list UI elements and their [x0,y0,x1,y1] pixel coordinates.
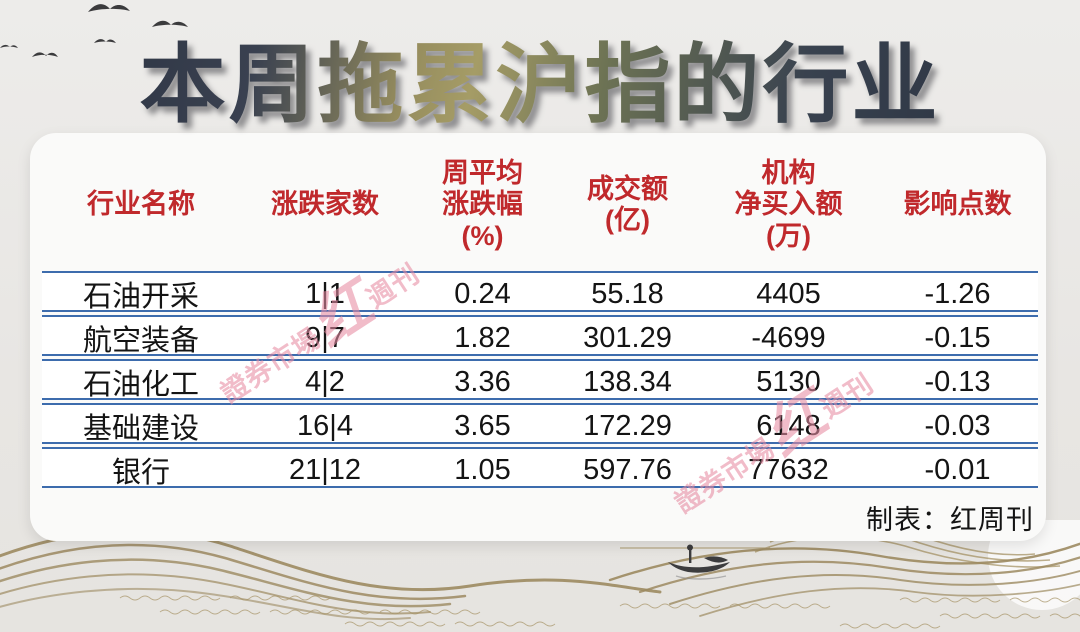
column-header-advancers: 涨跌家数 [271,189,379,220]
table-row: 航空装备 9|7 1.82 301.29 -4699 -0.15 [42,315,1038,357]
cell-weekly-change: 3.36 [454,365,511,398]
cell-impact: -0.15 [924,321,991,354]
cell-weekly-change: 3.65 [454,409,511,442]
cell-advancers: 1|1 [305,277,345,310]
cell-turnover: 138.34 [583,365,672,398]
cell-weekly-change: 1.05 [454,453,511,486]
moon-circle-icon [988,520,1080,610]
cell-industry: 石油开采 [82,281,199,313]
table-row: 石油化工 4|2 3.36 138.34 5130 -0.13 [42,359,1038,401]
cell-net-buy: 6148 [756,409,821,442]
bird-silhouettes-icon [0,4,188,57]
column-header-turnover: 成交额 (亿) [587,173,668,235]
table-row: 银行 21|12 1.05 597.76 77632 -0.01 [42,447,1038,489]
cell-industry: 基础建设 [82,413,199,445]
cell-advancers: 4|2 [305,365,345,398]
cell-industry: 石油化工 [82,369,199,401]
fisherman-boat-icon [668,544,730,580]
cell-net-buy: 77632 [748,453,829,486]
cell-industry: 银行 [111,457,170,489]
table-body: 石油开采 1|1 0.24 55.18 4405 -1.26 航空装备 9|7 … [42,271,1038,491]
cell-impact: -0.03 [924,409,991,442]
table-card: 行业名称 涨跌家数 周平均 涨跌幅 (%) 成交额 (亿) 机构 净买入额 (万… [30,133,1046,541]
cell-industry: 航空装备 [82,325,199,357]
cell-net-buy: 4405 [756,277,821,310]
cell-turnover: 301.29 [583,321,672,354]
cell-advancers: 16|4 [297,409,353,442]
cell-net-buy: 5130 [756,365,821,398]
column-header-weekly-change: 周平均 涨跌幅 (%) [442,158,523,251]
cell-impact: -1.26 [924,277,991,310]
table-row: 石油开采 1|1 0.24 55.18 4405 -1.26 [42,271,1038,313]
table-header-row: 行业名称 涨跌家数 周平均 涨跌幅 (%) 成交额 (亿) 机构 净买入额 (万… [42,153,1038,257]
cell-turnover: 55.18 [591,277,664,310]
cell-turnover: 172.29 [583,409,672,442]
column-header-net-buy: 机构 净买入额 (万) [734,158,843,251]
page-title: 本周拖累沪指的行业 [0,14,1080,139]
column-header-impact-points: 影响点数 [903,189,1012,220]
cell-weekly-change: 0.24 [454,277,511,310]
credit-note: 制表：红周刊 [866,505,1034,535]
cell-weekly-change: 1.82 [454,321,511,354]
cell-impact: -0.13 [924,365,991,398]
cell-advancers: 21|12 [288,453,362,486]
cell-advancers: 9|7 [305,321,345,354]
cell-turnover: 597.76 [583,453,672,486]
cell-net-buy: -4699 [751,321,826,354]
cell-impact: -0.01 [924,453,991,486]
table-row: 基础建设 16|4 3.65 172.29 6148 -0.03 [42,403,1038,445]
column-header-industry: 行业名称 [87,189,195,220]
